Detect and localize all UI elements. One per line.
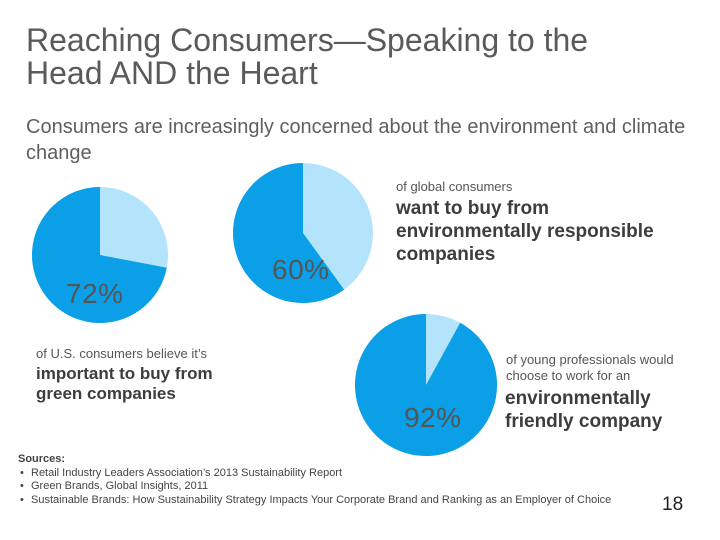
stat-highlight-global-consumers: want to buy from environmentally respons… <box>396 198 654 265</box>
stat-caption-young-professionals: of young professionals would choose to w… <box>506 352 674 383</box>
pie-chart-young-professionals <box>355 314 497 456</box>
pie-slice-share <box>355 314 497 456</box>
page-number: 18 <box>662 494 684 515</box>
pie-slice-share <box>32 187 167 323</box>
slide-subtitle: Consumers are increasingly concerned abo… <box>26 116 686 164</box>
stat-highlight-young-professionals: environmentally friendly company <box>505 388 663 432</box>
pie-chart-global-consumers <box>233 163 373 303</box>
stat-value-young-professionals: 92% <box>404 402 462 433</box>
sources-heading: Sources: <box>18 453 66 465</box>
sources-block: Sources: Retail Industry Leaders Associa… <box>18 453 618 507</box>
source-item: Retail Industry Leaders Association’s 20… <box>18 467 618 481</box>
stat-value-us-consumers: 72% <box>66 278 124 309</box>
pie-chart-us-consumers <box>32 187 168 323</box>
stat-caption-global-consumers: of global consumers <box>396 179 513 194</box>
sources-list: Retail Industry Leaders Association’s 20… <box>18 467 618 508</box>
slide-title: Reaching Consumers—Speaking to the Head … <box>26 22 589 91</box>
source-item: Green Brands, Global Insights, 2011 <box>18 480 618 494</box>
stat-value-global-consumers: 60% <box>272 254 330 285</box>
pie-slice-share <box>233 163 345 303</box>
stat-highlight-us-consumers: important to buy from green companies <box>36 364 213 403</box>
source-item: Sustainable Brands: How Sustainability S… <box>18 494 618 508</box>
stat-caption-us-consumers: of U.S. consumers believe it’s <box>36 346 207 361</box>
